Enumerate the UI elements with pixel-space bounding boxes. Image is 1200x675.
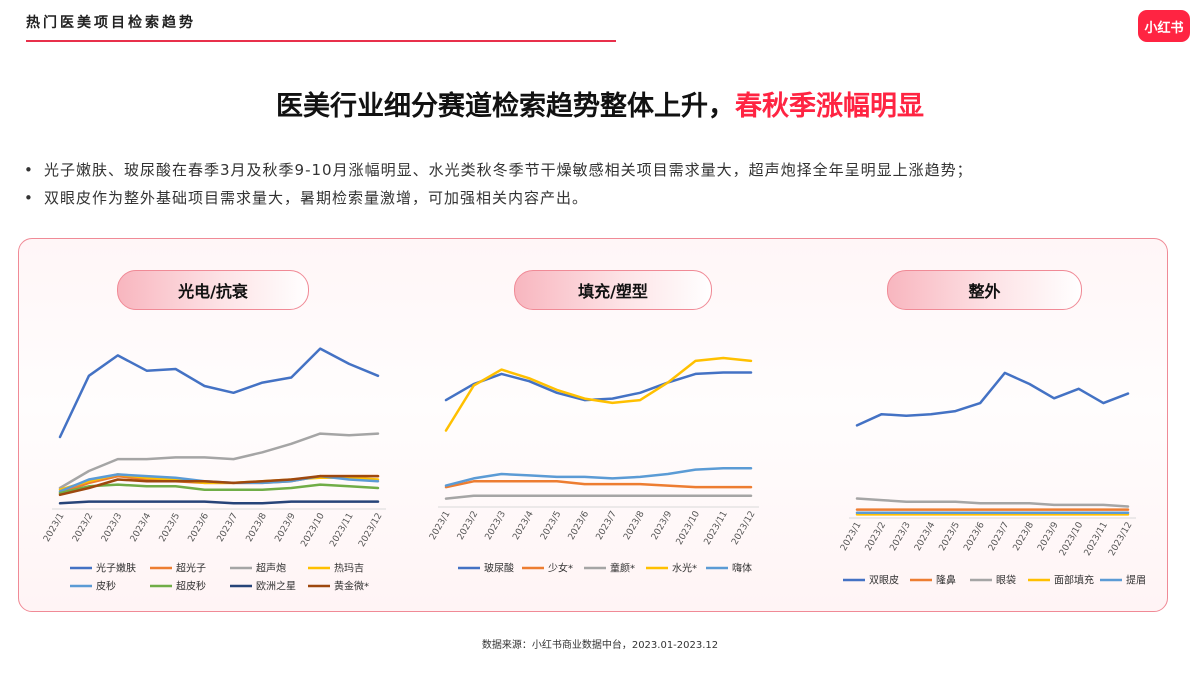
series-line [444,480,753,489]
x-tick-label: 2023/7 [216,512,240,544]
legend-label: 少女* [548,562,573,575]
series-line [444,356,753,432]
series-line [855,497,1130,508]
x-tick-label: 2023/10 [675,509,702,547]
legend-label: 欧洲之星 [256,580,296,593]
x-tick-label: 2023/8 [622,509,647,542]
bullet-item: • 双眼皮作为整外基础项目需求量大，暑期检索量激增，可加强相关内容产出。 [22,184,1192,212]
legend-label: 玻尿酸 [484,562,514,575]
section-title: 热门医美项目检索趋势 [26,15,196,31]
x-tick-label: 2023/10 [299,511,326,549]
x-tick-label: 2023/9 [1036,520,1061,553]
x-tick-label: 2023/8 [245,511,270,544]
bullet-dot: • [24,161,34,179]
legend-label: 双眼皮 [869,574,899,587]
x-tick-label: 2023/6 [567,509,592,542]
series-line [58,483,380,495]
page-headline: 医美行业细分赛道检索趋势整体上升，春秋季涨幅明显 [0,84,1200,123]
x-tick-label: 2023/11 [703,510,730,547]
x-tick-label: 2023/7 [595,510,619,542]
bullet-text: 光子嫩肤、玻尿酸在春季3月及秋季9-10月涨幅明显、水光类秋冬季节干燥敏感相关项… [44,161,973,179]
x-tick-label: 2023/4 [913,520,938,553]
legend-label: 黄金微* [334,580,369,593]
data-source-note: 数据来源：小红书商业数据中台，2023.01-2023.12 [481,640,719,651]
headline-accent: 春秋季涨幅明显 [735,91,924,122]
x-tick-label: 2023/9 [273,511,298,544]
legend-label: 面部填充 [1054,574,1094,587]
x-tick-label: 2023/3 [100,512,124,544]
xiaohongshu-logo[interactable]: 小红书 [1138,10,1190,42]
x-tick-label: 2023/9 [650,509,675,542]
panel-title-photoelectric: 光电/抗衰 [117,270,309,310]
x-tick-label: 2023/11 [1083,521,1110,558]
series-line [58,474,380,497]
x-tick-label: 2023/1 [839,521,863,553]
x-tick-label: 2023/12 [730,510,757,547]
x-tick-label: 2023/10 [1058,520,1085,558]
legend-label: 超声炮 [256,562,286,575]
x-tick-label: 2023/12 [357,512,384,549]
x-tick-label: 2023/3 [484,510,508,542]
title-underline [26,40,616,42]
x-tick-label: 2023/6 [962,520,987,553]
series-line [855,371,1130,427]
bullet-list: • 光子嫩肤、玻尿酸在春季3月及秋季9-10月涨幅明显、水光类秋冬季节干燥敏感相关… [22,156,1192,212]
x-tick-label: 2023/3 [888,521,912,553]
bullet-dot: • [24,189,34,207]
series-line [58,432,380,490]
series-line [444,494,753,500]
x-tick-label: 2023/1 [428,510,452,542]
legend-label: 童颜* [610,562,635,575]
x-tick-label: 2023/1 [42,512,66,544]
x-tick-label: 2023/4 [511,509,536,542]
legend-label: 超皮秒 [176,580,206,593]
bullet-text: 双眼皮作为整外基础项目需求量大，暑期检索量激增，可加强相关内容产出。 [44,189,589,207]
x-tick-label: 2023/2 [71,512,95,544]
x-tick-label: 2023/7 [987,521,1011,553]
x-tick-label: 2023/6 [187,511,212,544]
series-line [444,466,753,487]
legend-label: 超光子 [176,562,206,575]
legend-label: 热玛吉 [334,562,364,575]
legend-label: 眼袋 [996,574,1016,587]
legend-label: 隆鼻 [936,574,956,587]
x-tick-label: 2023/4 [129,511,154,544]
series-line [58,347,380,439]
bullet-item: • 光子嫩肤、玻尿酸在春季3月及秋季9-10月涨幅明显、水光类秋冬季节干燥敏感相关… [22,156,1192,184]
x-tick-label: 2023/5 [539,510,563,542]
series-line [58,500,380,505]
x-tick-label: 2023/5 [158,512,182,544]
headline-main: 医美行业细分赛道检索趋势整体上升， [276,91,735,122]
x-tick-label: 2023/11 [328,512,355,549]
panel-title-filler: 填充/塑型 [514,270,712,310]
series-line [444,371,753,402]
x-tick-label: 2023/2 [864,521,888,553]
panel-title-plastic-surgery: 整外 [887,270,1082,310]
legend-label: 水光* [672,562,697,575]
legend-label: 皮秒 [96,580,116,593]
x-tick-label: 2023/12 [1107,521,1134,558]
x-tick-label: 2023/8 [1012,520,1037,553]
x-tick-label: 2023/5 [938,521,962,553]
legend-label: 嗨体 [732,562,752,575]
legend-label: 光子嫩肤 [96,562,136,575]
legend-label: 提眉 [1126,575,1146,587]
x-tick-label: 2023/2 [456,510,480,542]
